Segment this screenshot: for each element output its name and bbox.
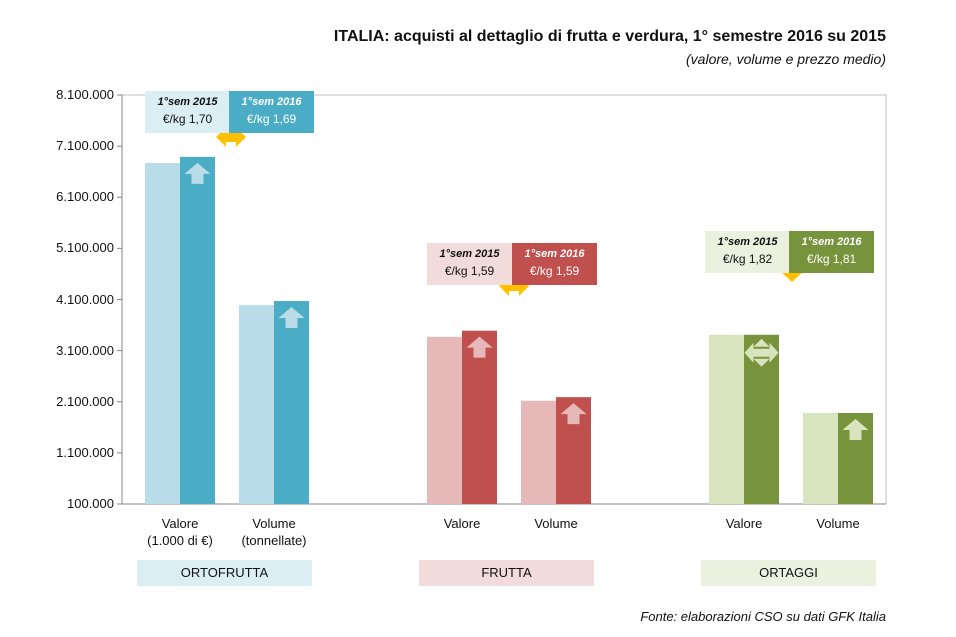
price-box-2015: 1°sem 2015 €/kg 1,59: [427, 243, 512, 285]
chart-source: Fonte: elaborazioni CSO su dati GFK Ital…: [640, 609, 886, 624]
price-value: €/kg 1,81: [806, 252, 857, 266]
bar-2015: [145, 162, 180, 504]
arrow-up-icon: [278, 307, 305, 329]
x-category-label: Volume (tonnellate): [224, 515, 324, 549]
category-label: Volume: [534, 516, 578, 531]
group-label-ortofrutta: ORTOFRUTTA: [137, 560, 312, 586]
x-category-label: Volume: [788, 515, 888, 532]
y-tick-label: 1.100.000: [56, 444, 114, 460]
arrow-up-icon: [466, 336, 493, 358]
price-box-2016: 1°sem 2016 €/kg 1,59: [512, 243, 597, 285]
price-value: €/kg 1,59: [444, 264, 495, 278]
category-label: Valore: [725, 516, 763, 531]
bar-2016: [274, 301, 309, 504]
price-period: 1°sem 2015: [157, 96, 218, 108]
arrow-stable-icon: [744, 338, 779, 367]
price-period: 1°sem 2016: [801, 236, 862, 248]
price-box-2015: 1°sem 2015 €/kg 1,70: [145, 91, 230, 133]
price-period: 1°sem 2015: [717, 236, 778, 248]
group-label-frutta: FRUTTA: [419, 560, 594, 586]
price-box-2015: 1°sem 2015 €/kg 1,82: [705, 231, 790, 273]
x-category-label: Valore: [412, 515, 512, 532]
y-tick-label: 6.100.000: [56, 189, 114, 205]
chart-subtitle: (valore, volume e prezzo medio): [686, 51, 886, 67]
price-period: 1°sem 2016: [241, 96, 302, 108]
price-value: €/kg 1,59: [529, 264, 580, 278]
y-tick-label: 5.100.000: [56, 240, 114, 256]
y-tick-label: 2.100.000: [56, 393, 114, 409]
y-tick-label: 100.000: [67, 496, 114, 511]
arrow-up-icon: [184, 162, 211, 184]
category-label: Volume: [816, 516, 860, 531]
bar-2015: [521, 400, 556, 504]
price-box-2016: 1°sem 2016 €/kg 1,69: [229, 91, 314, 133]
category-label: Valore: [443, 516, 481, 531]
x-category-label: Valore: [694, 515, 794, 532]
price-value: €/kg 1,70: [162, 112, 213, 126]
x-category-label: Valore (1.000 di €): [130, 515, 230, 549]
chart-title: ITALIA: acquisti al dettaglio di frutta …: [333, 28, 886, 45]
arrow-up-icon: [560, 403, 587, 425]
category-sublabel: (1.000 di €): [147, 533, 213, 548]
y-tick-label: 7.100.000: [56, 138, 114, 154]
bar-2015: [803, 412, 838, 504]
y-tick-label: 4.100.000: [56, 291, 114, 307]
price-box-2016: 1°sem 2016 €/kg 1,81: [789, 231, 874, 273]
price-period: 1°sem 2015: [439, 248, 500, 260]
bar-2016: [180, 156, 215, 504]
group-label-ortaggi: ORTAGGI: [701, 560, 876, 586]
bar-2015: [709, 334, 744, 504]
bar-2015: [239, 305, 274, 504]
category-label: Volume: [252, 516, 296, 531]
bar-2016: [462, 330, 497, 504]
bar-2015: [427, 336, 462, 504]
category-sublabel: (tonnellate): [241, 533, 307, 548]
arrow-up-icon: [842, 418, 869, 440]
y-tick-label: 3.100.000: [56, 342, 114, 358]
plot-border: [122, 94, 887, 504]
price-period: 1°sem 2016: [524, 248, 585, 260]
price-value: €/kg 1,69: [246, 112, 297, 126]
price-value: €/kg 1,82: [722, 252, 773, 266]
x-category-label: Volume: [506, 515, 606, 532]
category-label: Valore: [161, 516, 199, 531]
y-tick-label: 8.100.000: [56, 87, 114, 102]
